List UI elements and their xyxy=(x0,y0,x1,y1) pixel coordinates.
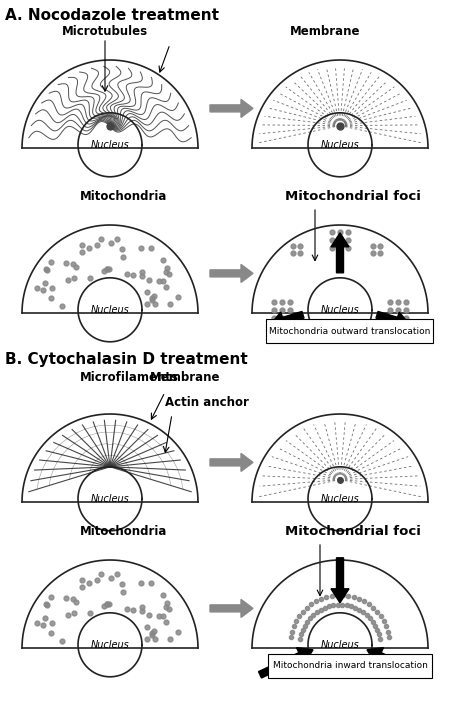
FancyArrow shape xyxy=(210,265,253,282)
Text: Nucleus: Nucleus xyxy=(320,494,359,504)
Text: Mitochondria: Mitochondria xyxy=(80,190,167,203)
Text: Mitochondria: Mitochondria xyxy=(80,525,167,538)
FancyArrow shape xyxy=(258,648,313,678)
Text: Nucleus: Nucleus xyxy=(91,305,129,314)
Text: Mitochondrial foci: Mitochondrial foci xyxy=(285,525,421,538)
Text: Nucleus: Nucleus xyxy=(91,640,129,650)
FancyArrow shape xyxy=(331,558,349,603)
Text: Nucleus: Nucleus xyxy=(320,640,359,650)
Text: A. Nocodazole treatment: A. Nocodazole treatment xyxy=(5,8,219,23)
FancyArrow shape xyxy=(210,600,253,617)
Text: Membrane: Membrane xyxy=(290,25,361,38)
Text: B. Cytochalasin D treatment: B. Cytochalasin D treatment xyxy=(5,352,248,367)
Text: Mitochondrial foci: Mitochondrial foci xyxy=(285,190,421,203)
FancyArrow shape xyxy=(210,453,253,472)
Text: Actin anchor: Actin anchor xyxy=(165,396,249,409)
Text: Nucleus: Nucleus xyxy=(91,494,129,504)
FancyArrow shape xyxy=(367,648,421,678)
Text: Membrane: Membrane xyxy=(150,371,220,384)
FancyBboxPatch shape xyxy=(268,654,432,678)
Text: Microtubules: Microtubules xyxy=(62,25,148,38)
Text: Nucleus: Nucleus xyxy=(320,140,359,150)
FancyBboxPatch shape xyxy=(266,319,434,343)
Text: Microfilaments: Microfilaments xyxy=(80,371,179,384)
Text: Mitochondria inward translocation: Mitochondria inward translocation xyxy=(273,661,428,670)
FancyArrow shape xyxy=(331,233,349,273)
FancyArrow shape xyxy=(210,100,253,117)
Text: Nucleus: Nucleus xyxy=(91,140,129,150)
Text: Mitochondria outward translocation: Mitochondria outward translocation xyxy=(269,326,431,336)
FancyArrow shape xyxy=(376,312,410,329)
Text: Nucleus: Nucleus xyxy=(320,305,359,314)
FancyArrow shape xyxy=(270,312,304,329)
